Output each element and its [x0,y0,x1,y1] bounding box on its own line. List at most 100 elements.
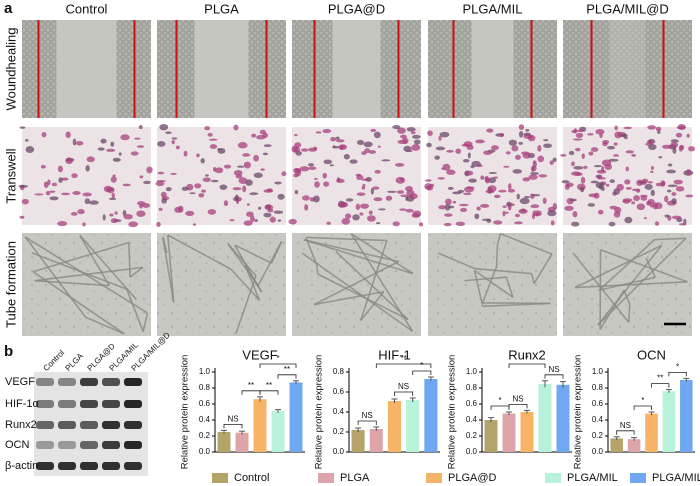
cell [329,164,334,167]
tube [360,291,385,322]
cell [243,220,253,226]
cell [161,198,167,204]
cell [476,206,481,211]
cell [322,129,332,134]
micrograph [428,20,557,118]
cell [189,192,196,195]
micrograph [288,125,424,227]
cell [532,161,538,168]
cell [647,198,655,205]
y-tick-label: 0.6 [333,387,345,396]
tube [313,290,384,306]
bar [271,411,285,452]
cell [86,156,95,163]
cell [673,179,683,185]
cell [263,144,272,148]
cell [664,195,669,203]
cell [443,222,452,227]
cell [355,203,361,211]
cell [446,149,454,153]
significance-label: * [676,363,679,372]
error-bar [613,436,620,440]
cell [573,166,584,170]
cell [522,153,531,159]
cell [666,189,672,193]
cell [85,165,90,172]
cell [655,126,662,132]
cell [72,191,81,196]
blot-band [102,462,120,470]
cell [123,214,133,220]
cell [455,221,466,227]
cell [483,150,492,156]
cell [40,164,46,169]
cell [323,159,333,165]
bar [520,412,534,452]
protein-label: OCN [5,439,30,451]
cell [445,198,452,206]
cell [315,131,322,134]
cell [426,142,432,148]
cell [263,212,272,218]
cell [374,169,381,174]
cell [171,139,175,145]
cell [100,138,107,144]
blot-band [80,400,98,408]
cell [670,139,679,143]
cell [385,195,393,201]
cell [293,168,301,171]
cell [633,195,640,202]
cell [293,133,298,137]
tube [305,237,318,266]
cell [671,198,677,205]
cell [550,220,555,226]
cell [102,214,106,221]
tube [32,241,130,273]
tube [496,233,502,245]
cell [402,137,409,144]
cell [155,181,165,187]
cell [658,156,663,159]
cell [614,131,622,139]
cell [302,195,310,201]
tube [315,264,319,275]
cell [587,203,595,207]
cell [571,161,575,167]
cell [565,182,574,187]
error-bar [683,377,690,382]
cell [322,172,327,179]
significance-bracket [668,372,687,377]
micrograph [424,124,557,227]
cell [397,127,406,134]
cell [459,207,468,213]
y-tick-label: 0.8 [466,383,478,392]
cell [609,205,618,210]
cell [434,155,440,160]
significance-bracket [508,404,528,409]
cell [505,151,511,155]
cell [304,204,309,211]
blot-band [124,421,142,429]
cell [293,146,301,153]
cell [263,189,274,193]
cell [209,144,218,150]
cell [438,205,447,210]
error-bar [221,429,227,434]
cell [679,144,685,151]
tube [654,237,686,241]
cell [181,186,189,191]
cell [294,142,302,148]
y-tick-label: 0.4 [592,415,604,424]
cell [411,213,420,218]
cell [51,182,58,187]
significance-label: ** [248,381,254,390]
tube [129,266,144,278]
cell [493,194,501,199]
bar [538,384,552,452]
tube [235,275,257,335]
cell [294,189,299,195]
cell [61,192,71,196]
cell [444,204,451,211]
cell [142,203,150,208]
